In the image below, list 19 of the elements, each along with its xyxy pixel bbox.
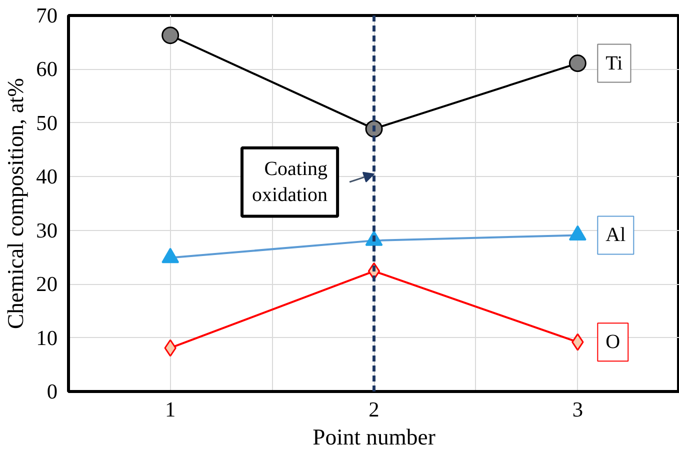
y-tick-label: 60 bbox=[36, 57, 58, 82]
x-axis-title: Point number bbox=[312, 424, 436, 450]
annotation: Coating oxidation bbox=[252, 158, 328, 206]
series-label: O bbox=[606, 331, 620, 354]
y-tick-label: 0 bbox=[46, 380, 58, 404]
x-tick-label: 2 bbox=[368, 398, 380, 422]
y-tick-label: 20 bbox=[36, 272, 58, 296]
y-tick-label: 30 bbox=[36, 218, 58, 242]
y-axis-title: Chemical composition, at% bbox=[3, 78, 28, 330]
point bbox=[568, 54, 586, 72]
series-label: Ti bbox=[606, 52, 624, 74]
series-label: Al bbox=[606, 224, 626, 246]
y-tick-label: 50 bbox=[36, 110, 58, 135]
x-tick-label: 3 bbox=[572, 398, 584, 422]
point bbox=[162, 26, 180, 44]
y-tick-label: 40 bbox=[36, 164, 58, 189]
y-tick-label: 70 bbox=[36, 4, 58, 28]
y-tick-label: 10 bbox=[36, 326, 58, 350]
x-tick-label: 1 bbox=[165, 398, 176, 422]
